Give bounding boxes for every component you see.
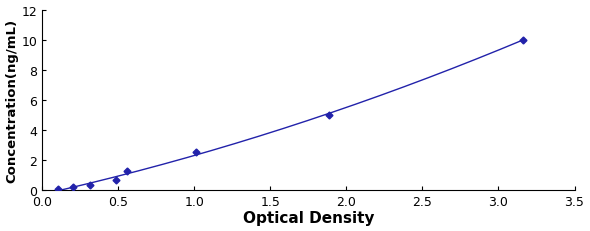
- Y-axis label: Concentration(ng/mL): Concentration(ng/mL): [5, 18, 18, 182]
- X-axis label: Optical Density: Optical Density: [242, 210, 374, 225]
